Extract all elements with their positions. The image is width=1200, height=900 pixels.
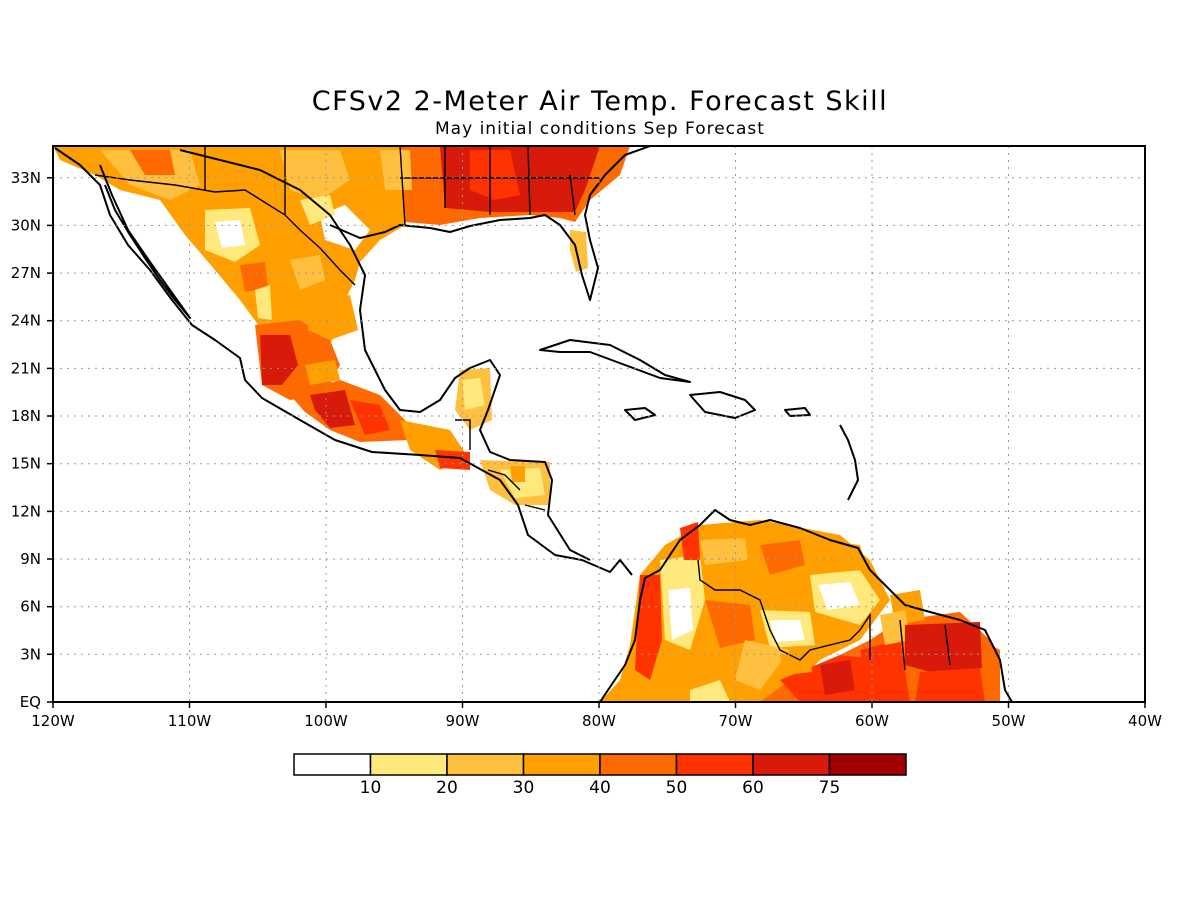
coastline-pacific-north-america <box>54 147 633 576</box>
lat-label: 12N <box>11 502 41 520</box>
coastline-south-america <box>599 509 1013 702</box>
colorbar-bin <box>446 753 525 776</box>
map-title: CFSv2 2-Meter Air Temp. Forecast Skill <box>311 86 889 117</box>
colorbar-bin <box>293 753 372 776</box>
lat-label: 6N <box>20 598 41 616</box>
longitude-labels: 120W 110W 100W 90W 80W 70W 60W 50W 40W <box>31 712 1162 730</box>
lat-label: EQ <box>20 693 41 711</box>
lat-label: 24N <box>11 312 41 330</box>
colorbar: 10 20 30 40 50 60 75 <box>293 753 907 798</box>
lat-label: 30N <box>11 216 41 234</box>
colorbar-bin <box>675 753 754 776</box>
skill-region-southeast-us <box>400 146 630 272</box>
colorbar-bin <box>828 753 907 776</box>
lon-label: 40W <box>1128 712 1162 730</box>
coastline-puerto-rico <box>784 407 811 417</box>
coastline-baja <box>99 164 191 319</box>
lon-label: 70W <box>719 712 753 730</box>
colorbar-label: 40 <box>589 778 611 798</box>
lon-label: 90W <box>446 712 480 730</box>
colorbar-bin <box>599 753 678 776</box>
grid-lines <box>53 146 1145 702</box>
colorbar-label: 20 <box>436 778 458 798</box>
lon-label: 50W <box>992 712 1026 730</box>
lon-label: 80W <box>582 712 616 730</box>
lon-label: 100W <box>304 712 348 730</box>
map-subtitle: May initial conditions Sep Forecast <box>435 119 765 139</box>
lat-label: 33N <box>11 169 41 187</box>
lat-label: 18N <box>11 407 41 425</box>
coastline-hispaniola <box>689 391 756 419</box>
colorbar-bin <box>752 753 831 776</box>
us-state-borders <box>204 146 600 226</box>
skill-shading <box>53 146 1000 702</box>
political-borders <box>94 146 951 671</box>
skill-region-colombia-venezuela <box>600 520 890 702</box>
skill-region-yucatan <box>455 368 492 430</box>
central-america-borders <box>455 419 546 511</box>
latitude-labels: EQ 3N 6N 9N 12N 15N 18N 21N 24N 27N 30N … <box>11 169 41 711</box>
lat-label: 27N <box>11 264 41 282</box>
lon-label: 60W <box>855 712 889 730</box>
coastline-lesser-antilles <box>839 424 859 501</box>
skill-region-texas-northern-mexico <box>53 146 412 350</box>
coastline-gulf-of-mexico <box>179 149 591 561</box>
colorbar-label: 75 <box>819 778 841 798</box>
colorbar-bin <box>369 753 448 776</box>
colorbar-bin <box>522 753 601 776</box>
colorbar-label: 50 <box>666 778 688 798</box>
lon-label: 120W <box>31 712 75 730</box>
coastlines <box>54 146 1013 702</box>
coastline-cuba <box>539 339 691 383</box>
lat-label: 15N <box>11 455 41 473</box>
us-mexico-border <box>94 174 356 286</box>
colorbar-label: 10 <box>360 778 382 798</box>
colorbar-label: 30 <box>513 778 535 798</box>
south-america-borders <box>697 559 951 671</box>
axis-ticks <box>47 177 1146 708</box>
colorbar-label: 60 <box>742 778 764 798</box>
skill-region-suriname-french-guiana <box>905 622 1000 702</box>
lat-label: 9N <box>20 550 41 568</box>
lat-label: 21N <box>11 359 41 377</box>
coastline-jamaica <box>624 407 656 421</box>
skill-region-central-america <box>480 460 550 505</box>
lat-label: 3N <box>20 645 41 663</box>
coastline-us-gulf <box>329 146 651 301</box>
lon-label: 110W <box>168 712 212 730</box>
